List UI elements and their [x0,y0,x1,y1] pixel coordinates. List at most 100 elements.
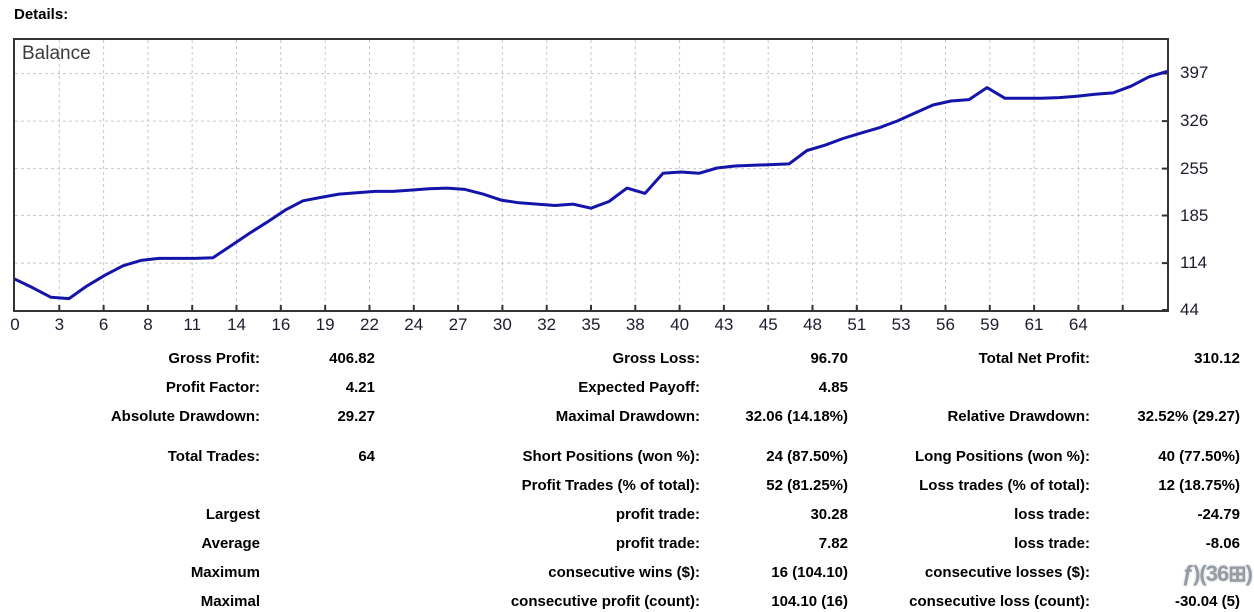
x-tick-label: 3 [54,315,65,334]
stat-label: Largest [205,506,260,523]
stats-row: Largest profit trade: 30.28 loss trade: -24.… [0,500,1240,529]
x-tick-label: 40 [670,315,690,334]
stats-row: Maximal consecutive profit (count): 104.10… [0,587,1240,612]
stat-value: 30.28 [810,506,848,523]
stat-label: Expected Payoff: [578,379,700,396]
x-tick-label: 24 [404,315,424,334]
stats-table: Gross Profit: 406.82 Gross Loss: 96.70 Total… [0,344,1240,612]
stat-value: 7.82 [818,535,848,552]
x-tick-label: 35 [581,315,601,334]
y-tick-label: 255 [1180,158,1209,178]
stat-value: 96.70 [810,350,848,367]
balance-chart: Balance [13,38,1169,312]
stat-value: 406.82 [329,350,375,367]
x-tick-label: 30 [492,315,512,334]
stat-label: profit trade: [615,535,700,552]
stat-label: loss trade: [1014,506,1090,523]
stat-value: 4.85 [818,379,848,396]
stat-label: Loss trades (% of total): [919,477,1090,494]
stat-label: Short Positions (won %): [522,448,701,465]
y-tick-label: 114 [1180,253,1208,273]
stat-value: 29.27 [337,408,375,425]
y-tick-label: 397 [1180,63,1209,83]
stat-value: 16 (104.10) [771,564,848,581]
stat-label: Maximal [200,593,260,610]
stat-label: Profit Trades (% of total): [521,477,700,494]
stat-label: Gross Profit: [168,350,260,367]
x-tick-label: 32 [537,315,557,334]
x-tick-label: 19 [315,315,335,334]
x-tick-label: 61 [1024,315,1044,334]
stat-value [260,587,375,612]
chart-series-label: Balance [22,43,91,64]
stat-label: consecutive loss (count): [909,593,1090,610]
x-tick-label: 14 [227,315,246,334]
x-tick-label: 8 [143,315,153,334]
x-tick-label: 11 [183,315,202,334]
stat-value: 32.06 (14.18%) [745,408,848,425]
x-tick-label: 22 [359,315,379,334]
x-tick-label: 0 [10,315,20,334]
stat-label: consecutive wins ($): [548,564,700,581]
x-tick-label: 43 [714,315,734,334]
x-tick-label: 16 [271,315,291,334]
stat-value: 64 [358,448,375,465]
stat-label: Maximum [190,564,260,581]
stat-label: Profit Factor: [165,379,260,396]
y-tick-label: 44 [1180,300,1199,319]
stat-label: Average [201,535,260,552]
stat-value: -30.04 (5) [1174,593,1240,610]
x-tick-label: 56 [935,315,955,334]
x-tick-label: 51 [847,315,867,334]
stat-label: Gross Loss: [612,350,700,367]
stats-row: Total Trades: 64 Short Positions (won %): 2… [0,442,1240,471]
stat-value: -8.06 [1205,535,1240,552]
stat-label [848,373,1090,402]
stat-label: Maximal Drawdown: [555,408,700,425]
x-tick-label: 48 [803,315,822,334]
x-tick-label: 45 [758,315,778,334]
x-tick-label: 6 [98,315,109,334]
stat-label [0,471,260,500]
stats-row: Gross Profit: 406.82 Gross Loss: 96.70 Total… [0,344,1240,373]
stat-label: Total Trades: [167,448,260,465]
stat-value: 40 (77.50%) [1158,448,1240,465]
stat-label: loss trade: [1014,535,1090,552]
x-tick-label: 59 [980,315,1000,334]
x-tick-label: 38 [625,315,645,334]
stat-value [260,471,375,500]
stats-row: Profit Trades (% of total): 52 (81.25%) Lo… [0,471,1240,500]
stat-label: Absolute Drawdown: [110,408,260,425]
stat-value: 12 (18.75%) [1158,477,1240,494]
y-tick-label: 326 [1180,111,1209,131]
stat-label: Relative Drawdown: [947,408,1090,425]
x-tick-label: 27 [448,315,468,334]
stat-value [260,500,375,529]
stats-row: Absolute Drawdown: 29.27 Maximal Drawdown:… [0,402,1240,431]
details-heading: Details: [14,6,69,23]
stat-label: consecutive profit (count): [510,593,700,610]
balance-line-chart [15,40,1167,310]
stat-value: 104.10 (16) [771,593,848,610]
stats-row: Profit Factor: 4.21 Expected Payoff: 4.85 [0,373,1240,402]
x-tick-label: 53 [891,315,911,334]
stats-row: Maximum consecutive wins ($): 16 (104.10) c… [0,558,1240,587]
stats-row: Average profit trade: 7.82 loss trade: -8.06 [0,529,1240,558]
y-tick-label: 185 [1180,205,1209,225]
stat-value [1090,373,1240,402]
stat-value [260,529,375,558]
stat-label: Long Positions (won %): [915,448,1090,465]
stat-value: 310.12 [1194,350,1240,367]
stat-value: 24 (87.50%) [766,448,848,465]
stat-value: 32.52% (29.27) [1137,408,1240,425]
stat-label: Total Net Profit: [978,350,1090,367]
x-tick-label: 64 [1068,315,1088,334]
stat-value [260,558,375,587]
stat-label: profit trade: [615,506,700,523]
stat-value: -24.79 [1197,506,1240,523]
watermark-logo: ƒ)(36⊞) [1136,560,1253,588]
stat-value: 52 (81.25%) [766,477,848,494]
stat-label: consecutive losses ($): [924,564,1090,581]
stat-value: 4.21 [345,379,375,396]
